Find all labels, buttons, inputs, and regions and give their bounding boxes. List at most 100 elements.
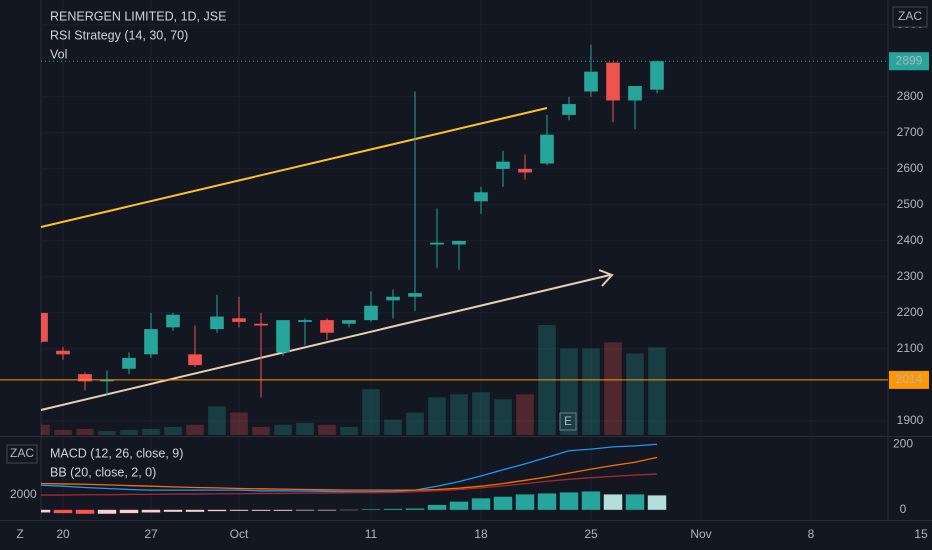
volume-bar	[252, 426, 270, 435]
volume-bar	[208, 406, 226, 435]
volume-bar	[76, 428, 94, 435]
volume-bar	[186, 424, 204, 435]
histogram-bar	[647, 495, 667, 510]
candle-body	[540, 134, 554, 164]
indicator-legend: RSI Strategy (14, 30, 70)	[50, 28, 188, 42]
x-tick-label: 18	[474, 527, 488, 541]
last-price-label: 2899	[896, 53, 923, 67]
volume-bar	[142, 428, 160, 435]
volume-bar	[274, 424, 292, 435]
hline-box	[889, 370, 929, 389]
left-scale-label[interactable]: ZAC	[10, 446, 34, 460]
y-tick-label: 2700	[897, 125, 924, 139]
candle-body	[342, 320, 356, 324]
x-tick-label: Oct	[230, 527, 249, 541]
candle-body	[408, 293, 422, 297]
volume-bar	[472, 392, 490, 435]
y-tick-label: 2500	[897, 197, 924, 211]
volume-bar	[494, 399, 512, 435]
histogram-bar	[383, 508, 403, 510]
currency-box[interactable]	[892, 6, 928, 28]
candle-body	[188, 354, 202, 366]
candle-body	[56, 350, 70, 355]
volume-bar	[516, 394, 534, 435]
histogram-bar	[493, 496, 513, 510]
timezone-button[interactable]: Z	[16, 527, 23, 541]
histogram-bar	[141, 509, 161, 513]
volume-bar	[340, 426, 358, 435]
volume-bar	[318, 424, 336, 435]
left-scale-box[interactable]	[6, 444, 38, 464]
y-tick-label: 200	[893, 436, 913, 450]
histogram-bar	[41, 509, 51, 513]
histogram-bar	[317, 509, 337, 511]
histogram-bar	[515, 494, 535, 510]
histogram-bar	[53, 509, 73, 514]
indicator-legend: BB (20, close, 2, 0)	[50, 465, 156, 479]
volume-bar	[41, 424, 50, 435]
histogram-bar	[185, 509, 205, 512]
histogram-bar	[559, 492, 579, 510]
volume-bar	[120, 429, 138, 435]
x-tick-label: 27	[144, 527, 158, 541]
candle-body	[41, 312, 48, 342]
y-tick-label: 2300	[897, 269, 924, 283]
histogram-bar	[97, 509, 117, 514]
candle-body	[100, 379, 114, 382]
histogram-bar	[163, 509, 183, 512]
y-tick-label: 2600	[897, 161, 924, 175]
volume-bar	[406, 412, 424, 435]
y-tick-label: 1900	[897, 413, 924, 427]
volume-bar	[54, 429, 72, 435]
candle-body	[628, 86, 642, 101]
histogram-bar	[603, 494, 623, 510]
event-marker-label[interactable]: E	[564, 414, 572, 428]
candle-body	[78, 374, 92, 382]
x-tick-label: 25	[584, 527, 598, 541]
y-tick-label: 2800	[897, 89, 924, 103]
volume-bar	[582, 348, 600, 435]
volume-bar	[384, 419, 402, 435]
histogram-bar	[405, 508, 425, 510]
histogram-bar	[273, 509, 293, 511]
volume-bar	[604, 342, 622, 435]
x-tick-label: Nov	[690, 527, 711, 541]
left-scale-tick: 2000	[10, 487, 37, 501]
event-marker[interactable]	[559, 412, 577, 431]
volume-bar	[296, 422, 314, 435]
indicator-line	[41, 473, 658, 496]
indicator-line	[41, 456, 658, 491]
last-price-box	[889, 52, 929, 71]
candle-body	[166, 314, 180, 328]
candle-body	[210, 316, 224, 330]
hline-label: 2014	[896, 372, 923, 386]
trend-line[interactable]	[40, 107, 548, 228]
candle-body	[606, 62, 620, 101]
candle-body	[562, 104, 576, 115]
candle-body	[496, 161, 510, 169]
volume-bar	[230, 412, 248, 435]
candle-body	[364, 305, 378, 321]
trend-arrow[interactable]	[40, 274, 611, 411]
candle-body	[386, 296, 400, 301]
x-tick-label: 8	[808, 527, 815, 541]
histogram-bar	[449, 501, 469, 510]
candle-body	[276, 320, 290, 353]
currency-label[interactable]: ZAC	[898, 9, 922, 23]
y-tick-label: 2200	[897, 305, 924, 319]
histogram-bar	[361, 509, 381, 510]
volume-bar	[362, 389, 380, 435]
histogram-bar	[119, 509, 139, 514]
histogram-bar	[75, 509, 95, 514]
y-tick-label: 0	[900, 502, 907, 516]
histogram-bar	[581, 491, 601, 510]
candle-body	[320, 320, 334, 333]
candle-body	[298, 320, 312, 322]
candle-body	[584, 71, 598, 92]
x-tick-label: 20	[56, 527, 70, 541]
candle-body	[254, 323, 268, 326]
histogram-bar	[229, 509, 249, 511]
candle-body	[144, 329, 158, 355]
